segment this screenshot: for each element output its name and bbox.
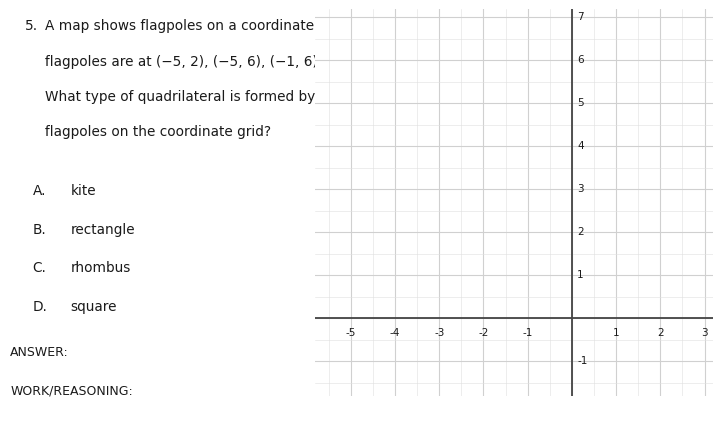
Text: C.: C.: [32, 261, 47, 276]
Text: -5: -5: [346, 328, 356, 338]
Text: What type of quadrilateral is formed by the: What type of quadrilateral is formed by …: [45, 90, 342, 104]
Text: 2: 2: [657, 328, 664, 338]
Text: rectangle: rectangle: [70, 223, 135, 237]
Text: -1: -1: [523, 328, 533, 338]
Text: flagpoles are at (−5, 2), (−5, 6), (−1, 6), and (2, −1).: flagpoles are at (−5, 2), (−5, 6), (−1, …: [45, 55, 409, 69]
Text: 6: 6: [577, 55, 584, 65]
Text: -2: -2: [478, 328, 489, 338]
Text: ANSWER:: ANSWER:: [10, 346, 69, 359]
Text: kite: kite: [70, 184, 96, 198]
Text: 1: 1: [577, 270, 584, 280]
Text: B.: B.: [32, 223, 46, 237]
Text: 1: 1: [613, 328, 619, 338]
Text: A.: A.: [32, 184, 46, 198]
Text: 3: 3: [701, 328, 708, 338]
Text: square: square: [70, 300, 117, 314]
Text: 5: 5: [577, 98, 584, 108]
Text: A map shows flagpoles on a coordinate grid. The: A map shows flagpoles on a coordinate gr…: [45, 19, 379, 34]
Text: 7: 7: [577, 12, 584, 22]
Text: flagpoles on the coordinate grid?: flagpoles on the coordinate grid?: [45, 125, 271, 139]
Text: -4: -4: [390, 328, 400, 338]
Text: 5.: 5.: [24, 19, 38, 34]
Text: -3: -3: [434, 328, 445, 338]
Text: 3: 3: [577, 184, 584, 194]
Text: WORK/REASONING:: WORK/REASONING:: [10, 385, 133, 398]
Text: 2: 2: [577, 227, 584, 237]
Text: -1: -1: [577, 356, 588, 366]
Text: D.: D.: [32, 300, 47, 314]
Text: 4: 4: [577, 141, 584, 151]
Text: rhombus: rhombus: [70, 261, 130, 276]
